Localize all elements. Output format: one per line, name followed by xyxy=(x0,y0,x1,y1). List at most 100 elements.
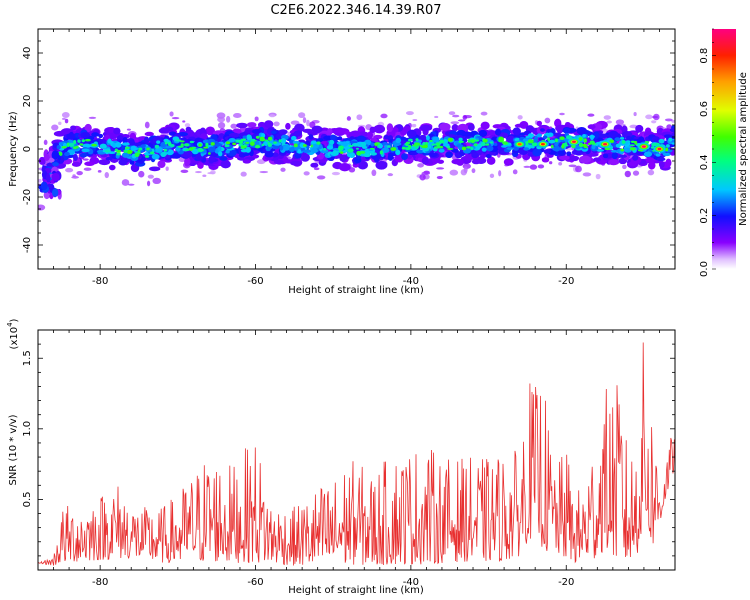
spectrogram-blob xyxy=(506,147,515,150)
spectrogram-blob xyxy=(543,149,552,154)
spectrogram-blob xyxy=(561,144,565,149)
spectrogram-blob xyxy=(197,147,204,153)
spectrogram-blob xyxy=(387,153,394,161)
spectrogram-blob xyxy=(254,116,259,122)
spectrogram-blob xyxy=(346,116,351,121)
spectrogram-blob xyxy=(146,147,150,151)
spectrogram-blob xyxy=(123,149,128,153)
spectrogram-blob xyxy=(377,145,380,148)
spectrogram-blob xyxy=(630,140,635,143)
spectrogram-blob xyxy=(611,151,618,160)
spectrogram-blob xyxy=(114,148,118,152)
spectrogram-blob xyxy=(254,144,261,149)
spectrogram-blob xyxy=(217,151,223,157)
spectrogram-blob xyxy=(220,160,231,169)
spectrogram-blob xyxy=(108,126,115,133)
spectrogram-blob xyxy=(91,132,100,137)
spectrogram-blob xyxy=(279,145,284,151)
spectrogram-blob xyxy=(311,147,318,154)
spectrogram-blob xyxy=(290,160,302,166)
spectrogram-blob xyxy=(71,161,81,167)
spectrogram-blob xyxy=(156,140,161,144)
spectrogram-blob xyxy=(462,115,468,120)
spectrogram-blob xyxy=(228,138,236,143)
spectrogram-blob xyxy=(179,140,185,143)
spectrogram-blob xyxy=(205,142,209,147)
spectrogram-blob xyxy=(576,127,587,135)
spectrogram-blob xyxy=(405,141,411,145)
snr-x-label: Height of straight line (km) xyxy=(288,585,424,596)
spectrogram-blob xyxy=(197,162,204,169)
spectrogram-blob xyxy=(425,135,430,141)
spectrogram-blob xyxy=(191,148,199,155)
spectrogram-blob xyxy=(486,145,494,152)
spectrogram-hot-spot xyxy=(657,147,662,151)
spectrogram-blob xyxy=(290,120,300,125)
spectrogram-blob xyxy=(589,134,595,141)
spectrogram-blob xyxy=(124,146,130,149)
spectrogram-hot-spot xyxy=(540,143,545,146)
spectrogram-blob xyxy=(651,120,657,124)
spectrogram-blob xyxy=(371,169,377,177)
spectrogram-blob xyxy=(126,128,131,131)
spectrogram-blob xyxy=(493,142,498,146)
spectrogram-blob xyxy=(264,150,274,158)
spectrogram-blob xyxy=(447,137,454,142)
spectrogram-blob xyxy=(225,149,230,154)
spectrogram-blob xyxy=(373,124,386,134)
spectrogram-blob xyxy=(143,136,150,145)
colorbar-gradient xyxy=(712,29,736,269)
spectrogram-blob xyxy=(293,130,303,137)
spectrogram-blob xyxy=(471,168,476,174)
colorbar-tick-label: 0.6 xyxy=(699,101,710,117)
spectrogram-blob xyxy=(419,173,426,181)
spectrogram-blob xyxy=(473,139,480,142)
spectrogram-blob xyxy=(81,148,90,153)
spectrogram-blob xyxy=(562,129,569,133)
spectrogram-blob xyxy=(105,156,113,161)
spectrogram-blob xyxy=(249,141,255,146)
spectrogram-blob xyxy=(355,147,359,150)
spectrogram-blob xyxy=(606,120,613,124)
spectrogram-blob xyxy=(374,142,379,147)
spectrogram-blob xyxy=(658,138,665,144)
spectrogram-blob xyxy=(158,127,170,134)
spectrogram-blob xyxy=(164,141,168,145)
spectrogram-blob xyxy=(81,139,85,143)
spectrogram-blob xyxy=(150,151,155,155)
spectrogram-blob xyxy=(429,152,438,158)
colorbar-label: Normalized spectral amplitude xyxy=(738,72,749,226)
spectrogram-blob xyxy=(595,173,601,180)
spectrogram-blob xyxy=(79,143,84,146)
spectrogram-blob xyxy=(471,152,479,159)
spectrogram-blob xyxy=(168,131,177,136)
spectrogram-blob xyxy=(44,153,50,161)
spectrogram-blob xyxy=(442,138,448,145)
spectrogram-blob xyxy=(115,142,122,148)
spectrogram-blob xyxy=(171,152,182,159)
spectrogram-blob xyxy=(478,129,488,138)
spectrogram-blob xyxy=(416,149,425,154)
spectrogram-blob xyxy=(608,130,619,138)
spectrogram-blob xyxy=(58,121,62,126)
spectrogram-blob xyxy=(438,148,445,153)
snr-y-label: SNR (10 * v/v) xyxy=(8,414,19,485)
spectrogram-blob xyxy=(484,143,490,146)
spectrogram-blob xyxy=(250,138,256,142)
spectrogram-blob xyxy=(182,120,186,123)
spectrogram-blob xyxy=(367,131,373,140)
snr-x-tick-label: -80 xyxy=(92,577,108,588)
spectrogram-blob xyxy=(559,112,565,116)
spectrogram-blob xyxy=(278,129,288,135)
spectrogram-blob xyxy=(624,170,631,178)
spectrogram-blob xyxy=(554,142,559,147)
spectrogram-blob xyxy=(633,140,638,144)
spectrogram-blob xyxy=(531,142,538,147)
spectrogram-blob xyxy=(583,146,589,149)
spectrogram-blob xyxy=(547,132,554,137)
spectrogram-blob xyxy=(461,146,467,151)
spectrogram-blob xyxy=(84,123,92,133)
spectrogram-blob xyxy=(629,147,636,151)
spectrogram-blob xyxy=(98,133,104,139)
spectrogram-blob xyxy=(293,143,298,148)
